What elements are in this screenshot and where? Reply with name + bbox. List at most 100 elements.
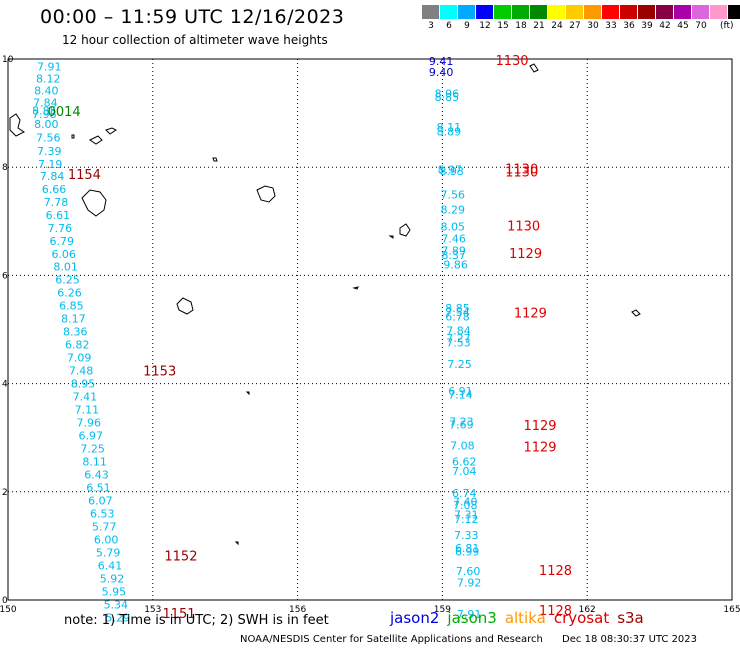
island-outline	[256, 185, 276, 203]
legend-entry-jason3: jason3	[447, 609, 497, 627]
pass-time-label: 1128	[539, 604, 572, 619]
wave-height-value: 7.25	[447, 358, 472, 371]
x-tick-label: 159	[434, 605, 451, 615]
wave-height-value: 8.40	[34, 84, 59, 97]
color-scale-tick: 21	[533, 21, 545, 31]
map-grid: 150 153 156 159 162 165 0 2 4 6 8 10	[0, 55, 740, 615]
color-scale-labels: 3 6 9 12 15 18 21 24 27 30 33 36 39 42 45 70	[422, 21, 710, 31]
wave-height-value: 9.40	[429, 66, 454, 79]
wave-height-value: 8.85	[445, 302, 470, 315]
wave-height-value: 6.66	[42, 183, 67, 196]
legend-entry-altika: altika	[504, 609, 546, 627]
satellite-legend: jason2 jason3 altika cryosat s3a	[390, 609, 652, 627]
wave-height-value: 7.91	[37, 61, 62, 74]
wave-height-value: 7.27	[446, 332, 471, 345]
wave-height-value: 8.96	[435, 88, 460, 101]
wave-height-value: 7.14	[448, 388, 473, 401]
wave-height-value: 6.43	[84, 468, 109, 481]
color-scale-tick: 36	[623, 21, 635, 31]
color-scale-tick: 3	[428, 21, 434, 31]
x-tick-label: 150	[0, 605, 17, 615]
color-swatch	[476, 5, 494, 19]
wave-height-value: 8.36	[63, 326, 88, 339]
wave-height-value: 6.00	[94, 533, 119, 546]
wave-height-value: 6.78	[445, 311, 470, 324]
color-scale-tick: 39	[641, 21, 653, 31]
color-scale-tick: 24	[551, 21, 563, 31]
x-tick-label: 153	[144, 605, 161, 615]
wave-height-value: 7.41	[73, 391, 98, 404]
color-scale-tick: 45	[677, 21, 689, 31]
wave-height-value: 7.53	[446, 336, 471, 349]
wave-height-value: 6.41	[98, 559, 123, 572]
pass-time-label: 1130	[507, 220, 540, 235]
color-scale-tick: 70	[695, 21, 707, 31]
color-swatch	[494, 5, 512, 19]
color-scale-tick: 12	[479, 21, 491, 31]
wave-height-value: 6.91	[448, 385, 473, 398]
wave-height-value: 6.61	[46, 209, 70, 222]
wave-height-value: 7.11	[75, 404, 100, 417]
wave-height-value: 8.00	[34, 118, 59, 131]
pass-time-label: 1128	[539, 564, 572, 579]
wave-height-value: 6.85	[59, 300, 84, 313]
wave-height-value: 7.54	[445, 306, 470, 319]
color-swatch	[584, 5, 602, 19]
y-tick-label: 0	[2, 596, 8, 606]
color-scale	[422, 5, 740, 19]
map-frame	[7, 58, 733, 601]
wave-height-value: 6.62	[452, 456, 477, 469]
wave-height-value: 7.08	[453, 499, 478, 512]
color-scale-tick: 42	[659, 21, 671, 31]
wave-height-value: 9.86	[443, 259, 468, 272]
color-swatch	[656, 5, 674, 19]
wave-height-value: 7.48	[69, 365, 94, 378]
y-tick-label: 4	[2, 380, 8, 390]
island-outline	[9, 113, 25, 137]
wave-height-value: 8.97	[438, 163, 463, 176]
legend-entry-cryosat: cryosat	[553, 609, 610, 627]
color-scale-tick: 15	[497, 21, 509, 31]
color-swatch	[440, 5, 458, 19]
wave-height-value: 8.17	[61, 313, 86, 326]
wave-height-value: 9.41	[429, 55, 454, 68]
wave-height-value: 6.51	[86, 481, 111, 494]
chart-subtitle: 12 hour collection of altimeter wave hei…	[62, 33, 328, 47]
color-swatch	[710, 5, 728, 19]
wave-height-value: 7.76	[48, 222, 73, 235]
wave-height-value: 6.81	[455, 542, 480, 555]
wave-height-value: 8.29	[440, 203, 465, 216]
wave-height-value: 6.06	[51, 248, 76, 261]
pass-time-label: 0014	[48, 105, 81, 120]
wave-height-value: 7.98	[32, 108, 57, 121]
wave-height-value: 6.53	[90, 507, 115, 520]
wave-height-labels: 7.918.128.407.848.857.988.007.567.397.19…	[32, 54, 572, 624]
wave-height-value: 7.46	[441, 233, 466, 246]
wave-height-value: 7.56	[440, 188, 465, 201]
pass-time-label: 1129	[523, 419, 556, 434]
color-scale-tick: 18	[515, 21, 527, 31]
wave-height-value: 6.99	[455, 545, 480, 558]
wave-height-value: 7.78	[44, 196, 68, 209]
pass-time-label: 1130	[505, 162, 538, 177]
wave-height-value: 8.85	[32, 104, 57, 117]
wave-height-value: 5.95	[102, 585, 127, 598]
y-tick-label: 6	[2, 271, 8, 281]
wave-height-value: 6.82	[65, 339, 90, 352]
color-scale-tick: 27	[569, 21, 581, 31]
color-swatch	[602, 5, 620, 19]
wave-height-value: 7.84	[33, 96, 58, 109]
x-tick-label: 156	[289, 605, 306, 615]
wave-height-value: 6.25	[55, 274, 79, 287]
wave-height-value: 7.25	[80, 443, 105, 456]
wave-height-value: 8.89	[437, 125, 462, 138]
y-tick-label: 8	[2, 163, 8, 173]
color-swatch	[422, 5, 440, 19]
color-scale-tick: 33	[605, 21, 617, 31]
wave-height-value: 7.08	[450, 439, 475, 452]
color-scale-unit: (ft)	[720, 21, 734, 31]
legend-entry-s3a: s3a	[617, 609, 644, 627]
color-swatch	[692, 5, 710, 19]
pass-time-label: 1129	[509, 247, 542, 262]
